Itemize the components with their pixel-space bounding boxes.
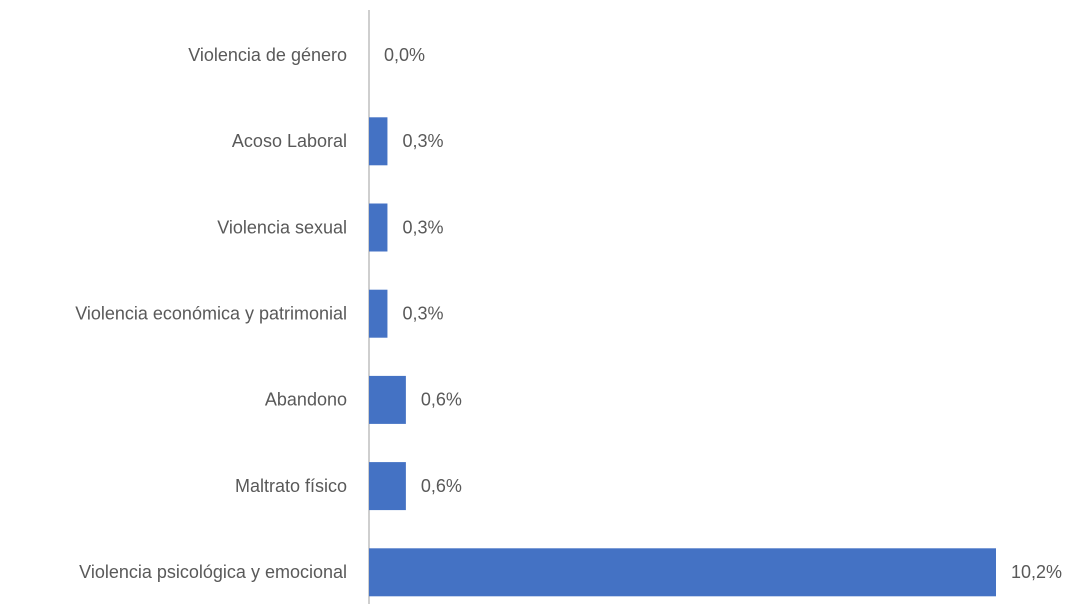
category-label: Violencia económica y patrimonial bbox=[75, 303, 347, 323]
category-label: Maltrato físico bbox=[235, 476, 347, 496]
category-label: Violencia sexual bbox=[217, 217, 347, 237]
category-label: Acoso Laboral bbox=[232, 131, 347, 151]
bar bbox=[369, 548, 996, 597]
data-label: 0,3% bbox=[402, 131, 443, 151]
bar bbox=[369, 203, 388, 252]
data-label: 0,6% bbox=[421, 476, 462, 496]
data-label: 0,3% bbox=[402, 217, 443, 237]
category-label: Violencia de género bbox=[188, 45, 347, 65]
data-label: 0,0% bbox=[384, 45, 425, 65]
bar bbox=[369, 462, 406, 511]
category-label: Violencia psicológica y emocional bbox=[79, 562, 347, 582]
data-label: 10,2% bbox=[1011, 562, 1062, 582]
bar bbox=[369, 117, 388, 166]
category-label: Abandono bbox=[265, 390, 347, 410]
data-label: 0,6% bbox=[421, 390, 462, 410]
data-label: 0,3% bbox=[402, 303, 443, 323]
bar bbox=[369, 375, 406, 424]
bar bbox=[369, 289, 388, 338]
